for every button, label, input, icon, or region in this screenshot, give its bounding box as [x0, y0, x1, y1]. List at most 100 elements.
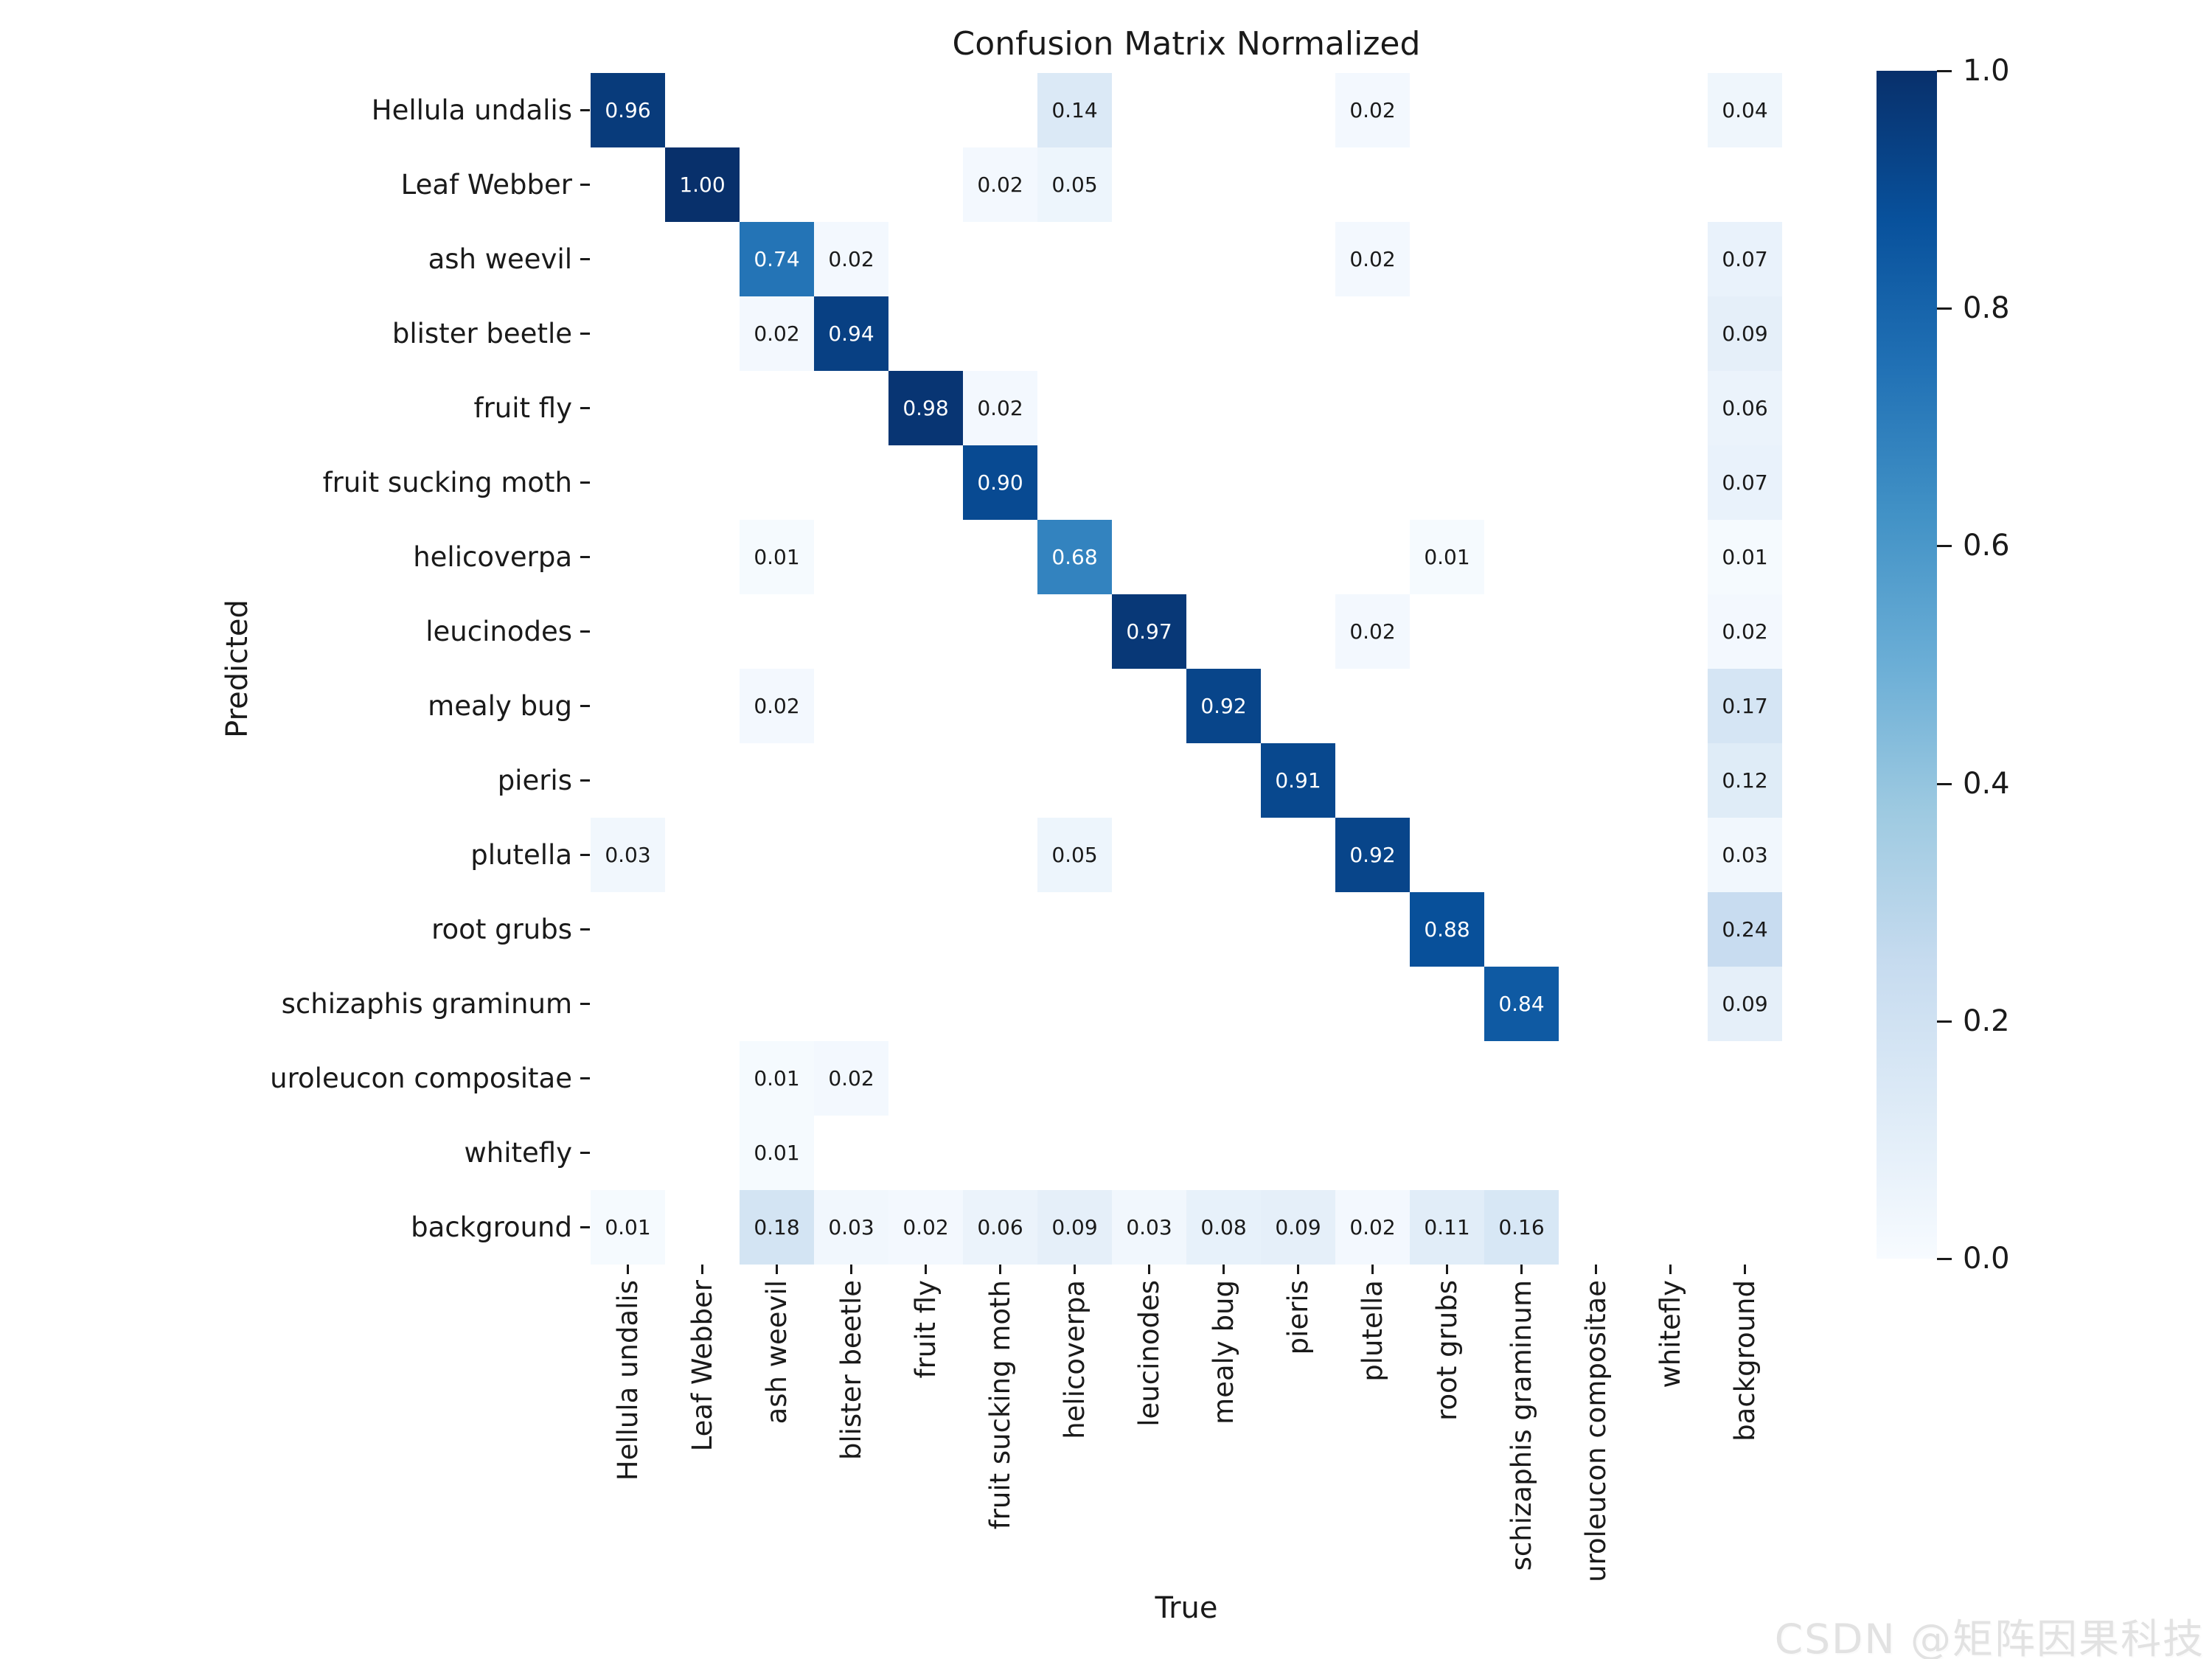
heatmap-cell: 0.03	[814, 1190, 888, 1265]
row-label: helicoverpa	[413, 541, 572, 573]
row-label: whitefly	[464, 1137, 572, 1169]
heatmap-cell: 0.07	[1708, 445, 1782, 520]
row-label: root grubs	[431, 914, 572, 945]
heatmap-cell: 0.12	[1708, 743, 1782, 818]
row-label: fruit sucking moth	[322, 467, 572, 498]
y-tick-mark	[580, 1077, 590, 1079]
row-label: Leaf Webber	[400, 169, 572, 201]
x-axis-label: True	[1155, 1591, 1218, 1625]
colorbar-tick-label: 0.8	[1963, 291, 2010, 325]
heatmap-cell: 0.02	[814, 1041, 888, 1116]
heatmap-cell: 0.17	[1708, 669, 1782, 743]
y-tick-mark	[580, 928, 590, 931]
heatmap-cell: 0.01	[740, 1041, 814, 1116]
heatmap-cell: 0.92	[1335, 818, 1410, 892]
x-tick-mark	[1371, 1265, 1374, 1274]
x-tick-mark	[850, 1265, 852, 1274]
y-tick-mark	[580, 333, 590, 335]
x-tick-mark	[1074, 1265, 1076, 1274]
colorbar-tick-label: 0.2	[1963, 1004, 2010, 1038]
row-label: leucinodes	[425, 616, 572, 647]
row-label: pieris	[497, 765, 572, 796]
heatmap-cell: 0.14	[1037, 73, 1112, 147]
y-tick-mark	[580, 779, 590, 782]
x-tick-mark	[701, 1265, 703, 1274]
x-tick-mark	[776, 1265, 778, 1274]
heatmap-cell: 0.91	[1261, 743, 1335, 818]
heatmap-cell: 1.00	[665, 147, 740, 222]
colorbar-tick-label: 1.0	[1963, 54, 2010, 88]
heatmap-cell: 0.07	[1708, 222, 1782, 296]
x-tick-mark	[1297, 1265, 1299, 1274]
x-tick-mark	[1148, 1265, 1150, 1274]
heatmap-cell: 0.05	[1037, 818, 1112, 892]
y-tick-mark	[580, 705, 590, 707]
row-label: plutella	[470, 839, 572, 871]
heatmap-cell: 0.01	[591, 1190, 665, 1265]
y-tick-mark	[580, 407, 590, 409]
heatmap-cell: 0.09	[1708, 296, 1782, 371]
heatmap-cell: 0.01	[1410, 520, 1484, 594]
x-tick-mark	[1669, 1265, 1672, 1274]
heatmap-cell: 0.02	[1335, 222, 1410, 296]
heatmap-cell: 0.02	[1335, 594, 1410, 669]
heatmap-cell: 0.08	[1186, 1190, 1261, 1265]
y-tick-mark	[580, 630, 590, 633]
heatmap-cell: 0.02	[963, 147, 1037, 222]
row-label: blister beetle	[392, 318, 572, 349]
heatmap-cell: 0.09	[1261, 1190, 1335, 1265]
heatmap-cell: 0.06	[963, 1190, 1037, 1265]
heatmap-cell: 0.03	[1112, 1190, 1186, 1265]
heatmap-cell: 0.09	[1037, 1190, 1112, 1265]
colorbar-tick-mark	[1937, 307, 1952, 310]
watermark-text: CSDN @矩阵因果科技	[1774, 1615, 2205, 1659]
x-tick-mark	[999, 1265, 1001, 1274]
heatmap-cell: 0.96	[591, 73, 665, 147]
heatmap-cell: 0.84	[1484, 967, 1559, 1041]
colorbar-tick-mark	[1937, 1258, 1952, 1260]
row-label: ash weevil	[428, 243, 572, 275]
heatmap-cell: 0.02	[888, 1190, 963, 1265]
heatmap-cell: 0.90	[963, 445, 1037, 520]
row-label: schizaphis graminum	[281, 988, 572, 1020]
colorbar-tick-label: 0.6	[1963, 529, 2010, 563]
heatmap-cell: 0.06	[1708, 371, 1782, 445]
x-tick-mark	[1595, 1265, 1597, 1274]
heatmap-cell: 0.02	[814, 222, 888, 296]
heatmap-cell: 0.03	[591, 818, 665, 892]
y-tick-mark	[580, 1152, 590, 1154]
heatmap-cell: 0.02	[1335, 73, 1410, 147]
colorbar-tick-mark	[1937, 783, 1952, 785]
colorbar-tick-label: 0.4	[1963, 767, 2010, 801]
heatmap-cell: 0.02	[1335, 1190, 1410, 1265]
x-tick-mark	[1446, 1265, 1448, 1274]
chart-title: Confusion Matrix Normalized	[952, 25, 1421, 63]
heatmap-cell: 0.97	[1112, 594, 1186, 669]
heatmap-cell: 0.02	[740, 296, 814, 371]
y-tick-mark	[580, 481, 590, 484]
colorbar: 1.0 0.8 0.6 0.4 0.2 0.0	[1877, 55, 2212, 1275]
row-label: Hellula undalis	[371, 94, 572, 126]
heatmap-cell: 0.03	[1708, 818, 1782, 892]
colorbar-tick-mark	[1937, 70, 1952, 72]
heatmap-cell: 0.05	[1037, 147, 1112, 222]
colorbar-tick-label: 0.0	[1963, 1242, 2010, 1276]
row-label: uroleucon compositae	[270, 1062, 572, 1094]
heatmap-cell: 0.94	[814, 296, 888, 371]
heatmap-cell: 0.88	[1410, 892, 1484, 967]
x-tick-mark	[925, 1265, 927, 1274]
y-tick-mark	[580, 184, 590, 186]
y-tick-mark	[580, 258, 590, 260]
heatmap-cell: 0.92	[1186, 669, 1261, 743]
y-tick-mark	[580, 1003, 590, 1005]
x-tick-mark	[1222, 1265, 1225, 1274]
heatmap-cell: 0.18	[740, 1190, 814, 1265]
heatmap-cell: 0.02	[1708, 594, 1782, 669]
heatmap-cell: 0.24	[1708, 892, 1782, 967]
heatmap-cell: 0.02	[963, 371, 1037, 445]
y-tick-mark	[580, 556, 590, 558]
colorbar-tick-mark	[1937, 1020, 1952, 1023]
x-tick-mark	[627, 1265, 629, 1274]
heatmap-grid: 0.96 0.14 0.02 0.04 1.00 0.02 0.05 0.74 0.02 0.02…	[591, 73, 1782, 1265]
